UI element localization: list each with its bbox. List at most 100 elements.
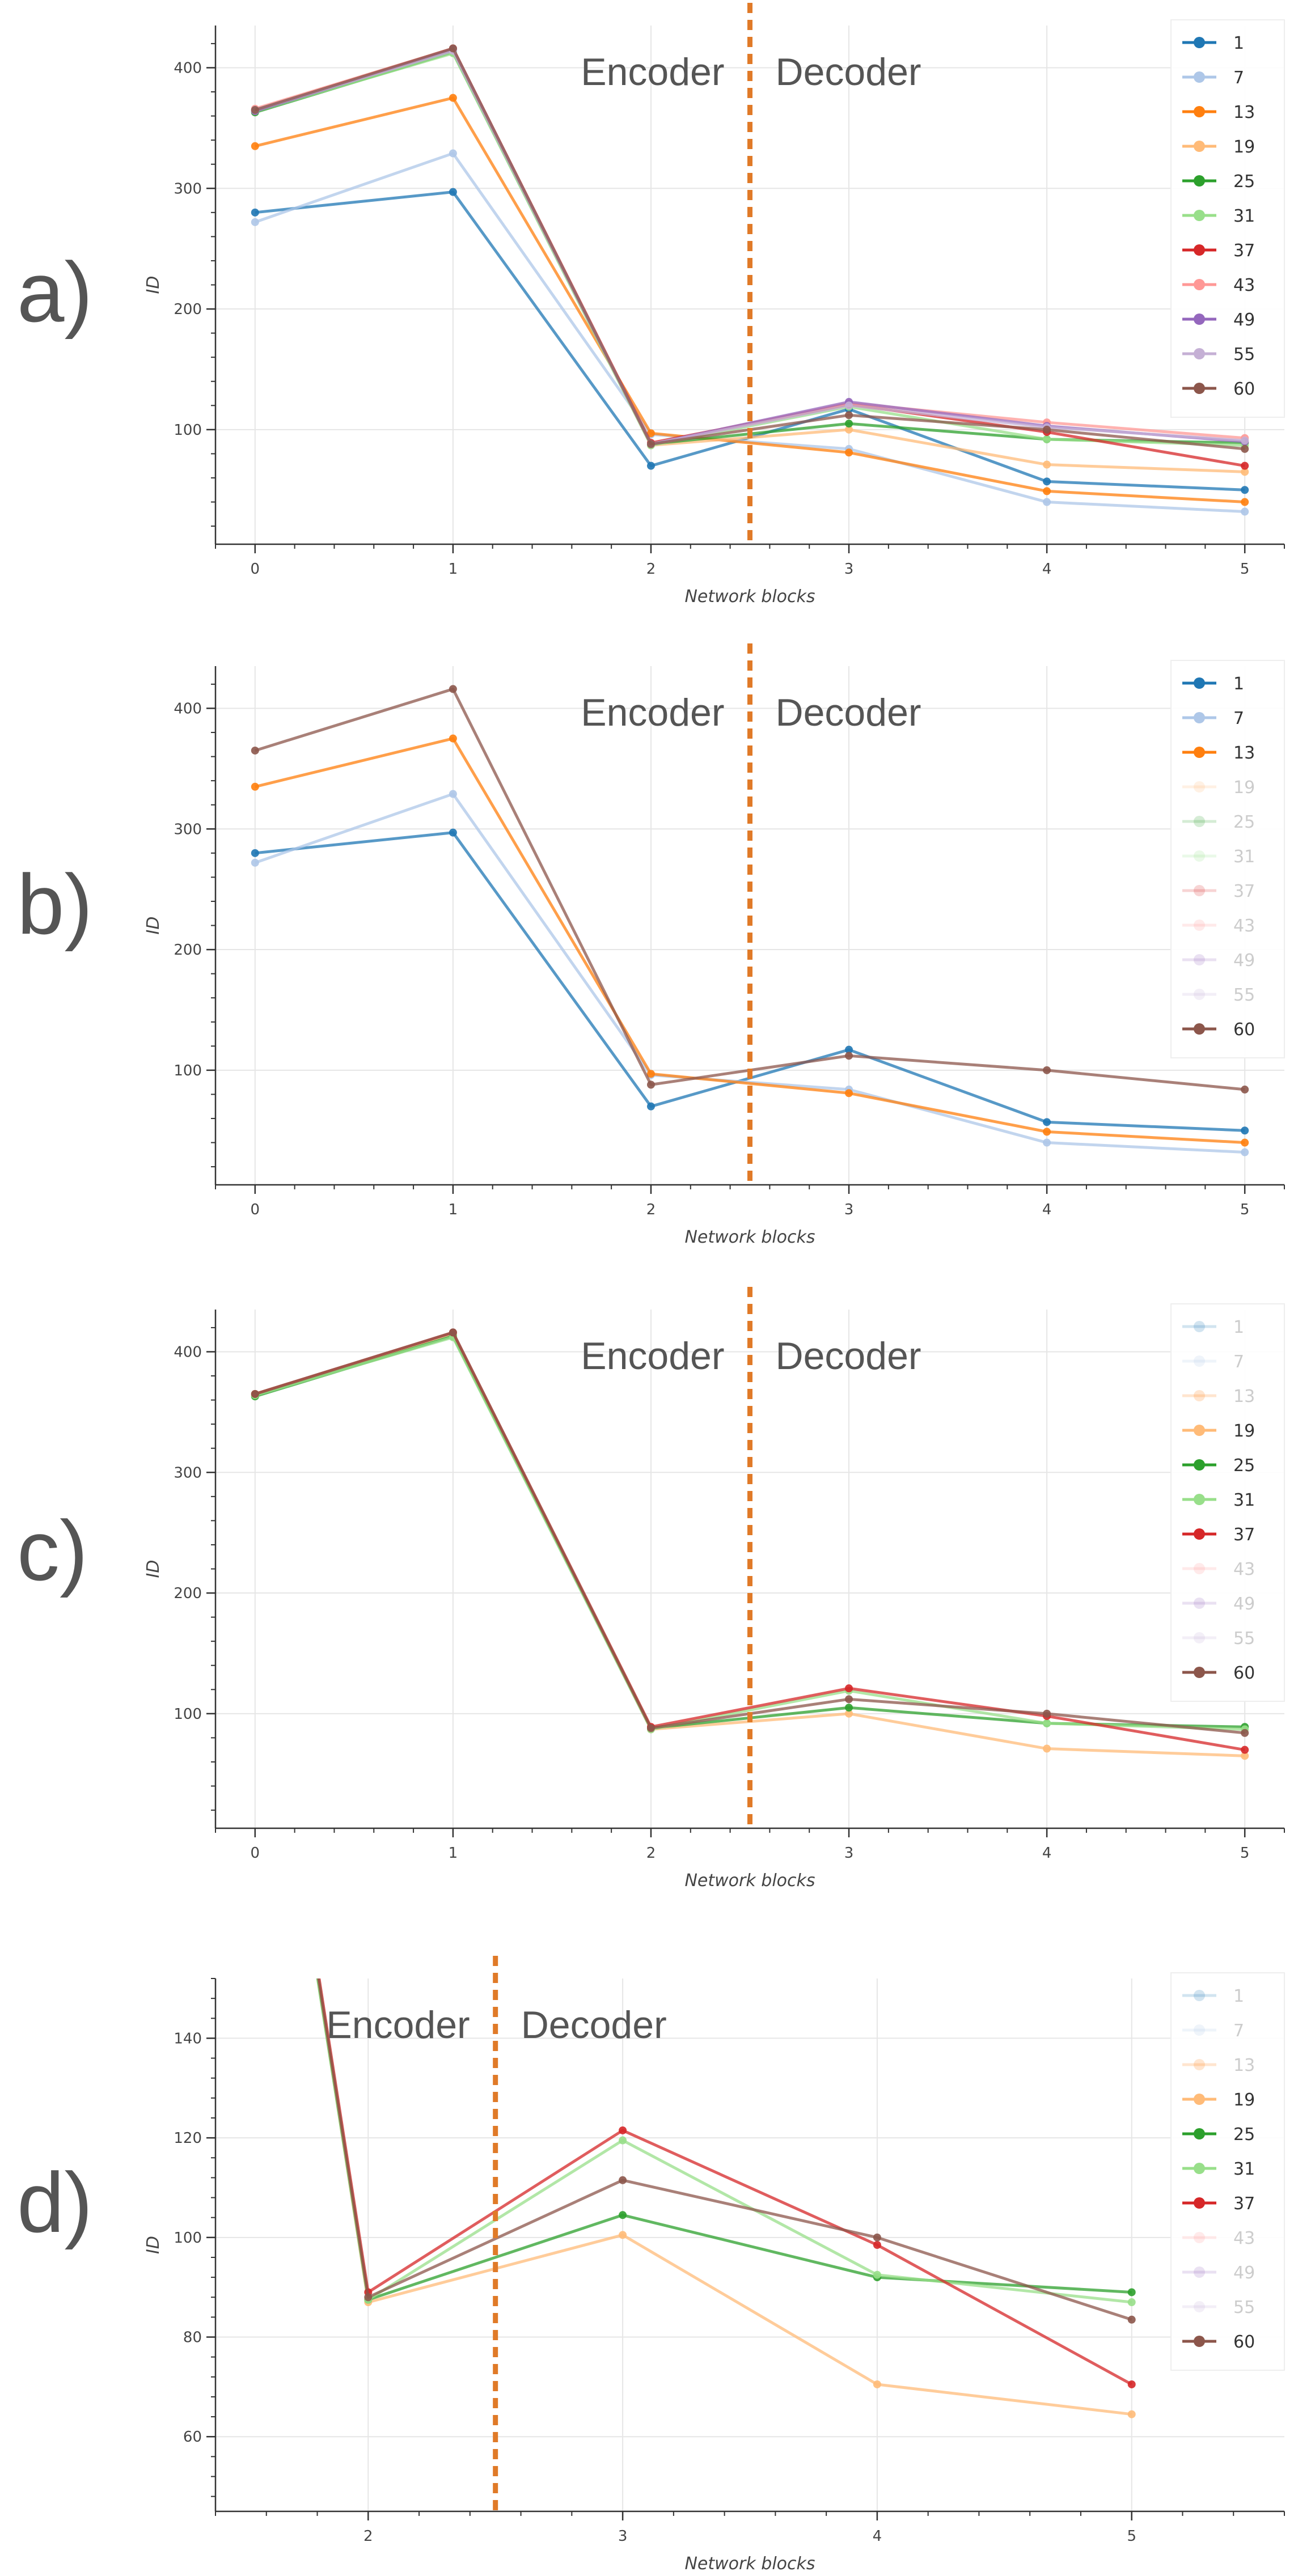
data-point-1 [646,1102,655,1111]
chart-panel-b: 100 200 300 400 0 1 2 3 4 5 Network blocks ID Encode… [143,643,1285,1247]
data-point-7 [449,149,457,158]
legend-label-49: 49 [1233,2263,1255,2283]
y-axis-title: ID [143,917,163,935]
legend-swatch-marker-19 [1194,781,1205,793]
legend-label-37: 37 [1233,2194,1255,2214]
data-point-31 [1127,2298,1136,2307]
data-point-37 [619,2126,627,2134]
data-point-37 [1241,1745,1249,1754]
legend-swatch-marker-37 [1194,1528,1205,1540]
legend-label-7: 7 [1233,2021,1244,2041]
legend-box [1170,1972,1285,2371]
data-point-60 [1241,444,1249,453]
legend-label-37: 37 [1233,241,1255,261]
data-point-60 [845,1695,853,1704]
y-tick-label: 300 [174,180,202,197]
data-point-7 [1241,507,1249,516]
data-point-25 [845,1704,853,1712]
x-tick-label: 5 [1127,2528,1136,2545]
legend-label-37: 37 [1233,1525,1255,1545]
x-tick-label: 0 [251,1845,260,1862]
legend-swatch-marker-49 [1194,313,1205,325]
data-point-60 [646,1081,655,1089]
legend-swatch-marker-13 [1194,747,1205,758]
y-tick-label: 400 [174,700,202,717]
legend-label-19: 19 [1233,1421,1255,1441]
x-tick-label: 2 [646,1201,656,1218]
legend-label-7: 7 [1233,1352,1244,1372]
legend-swatch-marker-25 [1194,2128,1205,2139]
data-point-31 [619,2136,627,2145]
y-tick-label: 100 [174,422,202,439]
panel-label-c: c) [17,1503,88,1598]
data-point-60 [1241,1728,1249,1737]
x-tick-label: 0 [251,561,260,578]
data-point-60 [1127,2315,1136,2324]
x-tick-label: 4 [873,2528,882,2545]
data-point-1 [646,461,655,470]
legend-label-55: 55 [1233,345,1255,365]
data-point-60 [251,105,259,114]
data-point-60 [251,746,259,755]
panel-label-a: a) [17,244,93,340]
x-tick-label: 4 [1042,1201,1052,1218]
legend-swatch-marker-49 [1194,2266,1205,2278]
y-tick-label: 200 [174,942,202,959]
x-tick-label: 3 [844,561,854,578]
legend-swatch-marker-37 [1194,244,1205,256]
data-point-37 [845,1684,853,1693]
decoder-label: Decoder [776,50,921,94]
data-point-19 [845,1709,853,1718]
chart-panel-a: 100 200 300 400 0 1 2 3 4 5 Network blocks ID Encode… [143,3,1285,607]
y-axis-title: ID [143,2236,163,2254]
x-tick-label: 2 [363,2528,373,2545]
legend-swatch-marker-49 [1194,954,1205,965]
data-point-13 [1043,1128,1051,1136]
legend-label-60: 60 [1233,379,1255,399]
y-tick-label: 100 [174,2230,202,2247]
y-tick-label: 120 [174,2130,202,2147]
legend-label-25: 25 [1233,172,1255,192]
data-point-13 [646,429,655,438]
legend-swatch-marker-1 [1194,37,1205,48]
data-point-7 [251,858,259,867]
data-point-60 [845,411,853,420]
data-point-1 [251,208,259,217]
data-point-7 [1241,1148,1249,1156]
legend-label-25: 25 [1233,812,1255,832]
legend-swatch-marker-37 [1194,885,1205,896]
legend-swatch-marker-31 [1194,850,1205,862]
data-point-13 [1241,1138,1249,1147]
decoder-label: Decoder [776,1334,921,1378]
legend-swatch-marker-13 [1194,2059,1205,2070]
legend-swatch-marker-55 [1194,348,1205,359]
legend-swatch-marker-7 [1194,712,1205,723]
data-point-13 [449,734,457,743]
data-point-60 [873,2233,881,2242]
data-point-31 [873,2270,881,2279]
legend-label-13: 13 [1233,103,1255,122]
data-point-19 [1043,1744,1051,1753]
y-tick-label: 200 [174,1585,202,1602]
legend-swatch-marker-25 [1194,1459,1205,1471]
data-point-1 [1241,1126,1249,1135]
x-tick-label: 5 [1240,1845,1250,1862]
data-point-60 [251,1389,259,1398]
x-tick-label: 0 [251,1201,260,1218]
data-point-60 [1043,1709,1051,1718]
data-point-31 [1043,435,1051,443]
legend-label-19: 19 [1233,2090,1255,2110]
encoder-label: Encoder [581,691,724,734]
data-point-25 [619,2211,627,2219]
legend-swatch-marker-13 [1194,1390,1205,1401]
legend-label-37: 37 [1233,882,1255,901]
legend-swatch-marker-55 [1194,2301,1205,2312]
x-axis-title: Network blocks [684,2554,815,2574]
legend-box [1170,1303,1285,1702]
legend-swatch-marker-7 [1194,71,1205,83]
data-point-25 [845,420,853,428]
series-line-55 [255,49,1245,446]
legend-swatch-marker-43 [1194,920,1205,931]
data-point-19 [873,2380,881,2388]
encoder-label: Encoder [581,50,724,94]
